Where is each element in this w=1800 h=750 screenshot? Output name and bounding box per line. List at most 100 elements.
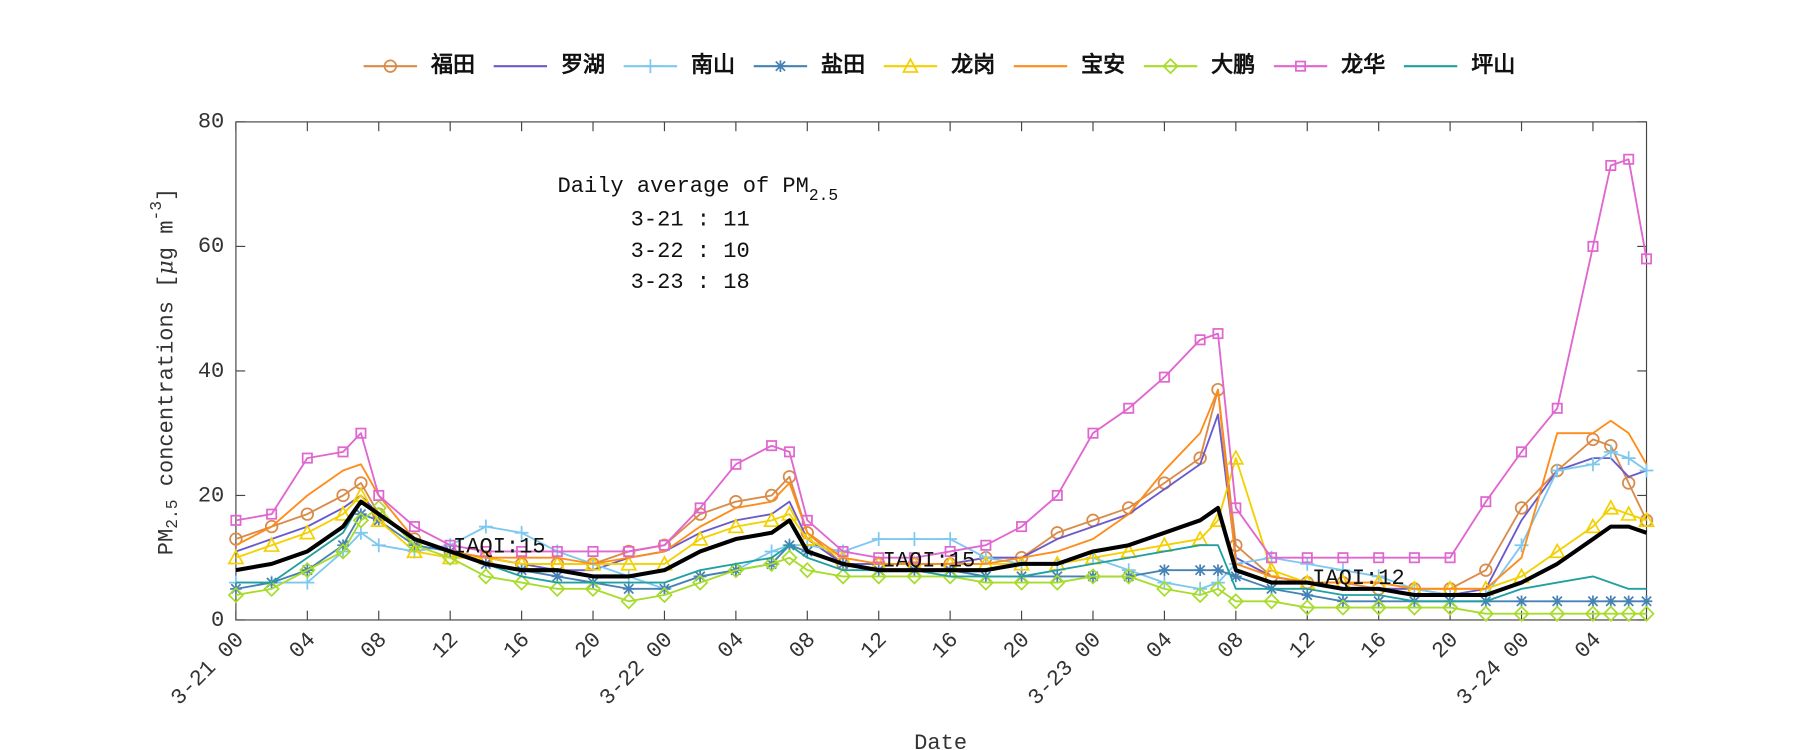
marker bbox=[1515, 595, 1528, 608]
y-tick-label: 20 bbox=[198, 483, 224, 508]
iaqi-label: IAQI:15 bbox=[453, 535, 546, 560]
marker bbox=[643, 59, 658, 74]
marker bbox=[1516, 446, 1528, 458]
x-tick-label: 20 bbox=[1427, 628, 1463, 664]
marker bbox=[1209, 580, 1227, 598]
marker bbox=[1605, 159, 1617, 171]
marker bbox=[1639, 463, 1654, 478]
marker bbox=[334, 505, 352, 521]
series-line bbox=[235, 499, 1648, 598]
marker bbox=[1194, 334, 1206, 346]
x-tick-label: 08 bbox=[356, 628, 392, 664]
marker bbox=[1301, 589, 1314, 601]
marker bbox=[774, 60, 787, 72]
series bbox=[228, 444, 1654, 603]
legend-label: 坪山 bbox=[1471, 53, 1515, 78]
marker bbox=[980, 539, 992, 551]
marker bbox=[763, 555, 780, 573]
marker bbox=[1602, 605, 1620, 622]
marker bbox=[1603, 444, 1618, 459]
marker bbox=[1622, 595, 1635, 608]
marker bbox=[1479, 563, 1493, 577]
daily-average: 3-22 : 10 bbox=[631, 239, 750, 264]
iaqi-label: IAQI:15 bbox=[883, 549, 976, 574]
marker bbox=[1585, 457, 1600, 472]
marker bbox=[801, 514, 813, 526]
marker bbox=[352, 512, 370, 529]
x-tick-label: 12 bbox=[856, 628, 892, 664]
marker bbox=[873, 552, 885, 564]
marker bbox=[906, 568, 923, 585]
x-tick-label: 20 bbox=[999, 628, 1035, 664]
marker bbox=[513, 574, 530, 591]
marker bbox=[227, 548, 245, 565]
marker bbox=[727, 517, 745, 534]
y-label-part: concentrations [ bbox=[154, 275, 179, 500]
marker bbox=[371, 538, 386, 553]
marker bbox=[300, 507, 315, 521]
legend-label: 宝安 bbox=[1081, 52, 1125, 78]
marker bbox=[1548, 542, 1566, 559]
marker bbox=[263, 580, 280, 598]
legend-label: 龙华 bbox=[1341, 52, 1385, 78]
marker bbox=[944, 545, 956, 557]
marker bbox=[799, 561, 816, 579]
marker bbox=[230, 514, 242, 526]
legend-label: 福田 bbox=[430, 53, 475, 78]
marker bbox=[549, 580, 566, 598]
marker bbox=[1620, 505, 1638, 521]
x-tick-label: 12 bbox=[428, 628, 464, 664]
marker bbox=[837, 545, 849, 557]
marker bbox=[1158, 371, 1170, 383]
marker bbox=[383, 59, 398, 73]
marker bbox=[622, 583, 635, 595]
marker bbox=[943, 532, 958, 546]
marker bbox=[1621, 451, 1636, 466]
marker bbox=[516, 545, 528, 557]
marker bbox=[1373, 552, 1385, 564]
marker bbox=[977, 574, 995, 591]
marker bbox=[1334, 599, 1352, 616]
marker bbox=[1641, 253, 1653, 265]
y-label-part: PM bbox=[154, 529, 179, 555]
y-tick-label: 60 bbox=[198, 234, 224, 259]
marker bbox=[373, 489, 385, 501]
marker bbox=[691, 530, 709, 546]
y-label-part: g m bbox=[154, 221, 179, 261]
marker bbox=[1551, 402, 1563, 414]
marker bbox=[1480, 496, 1492, 508]
marker bbox=[941, 568, 959, 585]
marker bbox=[551, 570, 564, 583]
marker bbox=[908, 552, 920, 564]
marker bbox=[587, 545, 599, 557]
marker bbox=[1263, 593, 1280, 610]
marker bbox=[1158, 564, 1171, 576]
marker bbox=[1301, 552, 1313, 564]
daily-value: 10 bbox=[723, 239, 749, 264]
marker bbox=[441, 549, 459, 566]
series-line bbox=[235, 158, 1648, 559]
legend-label: 南山 bbox=[691, 53, 735, 78]
marker bbox=[1441, 599, 1459, 616]
marker bbox=[1623, 153, 1635, 165]
x-tick-label: 3-22 00 bbox=[595, 628, 678, 711]
y-tick-label: 0 bbox=[211, 608, 224, 633]
iaqi-label: IAQI:12 bbox=[1312, 566, 1405, 591]
marker bbox=[334, 543, 352, 560]
marker bbox=[1638, 511, 1655, 528]
marker bbox=[477, 568, 495, 585]
marker bbox=[298, 524, 316, 540]
marker bbox=[478, 519, 493, 534]
marker bbox=[514, 525, 529, 540]
daily-date: 3-22 bbox=[631, 239, 684, 264]
marker bbox=[1477, 605, 1495, 622]
marker bbox=[408, 521, 420, 533]
marker bbox=[1587, 240, 1599, 252]
marker bbox=[1227, 593, 1245, 610]
marker bbox=[1120, 568, 1137, 585]
marker bbox=[656, 586, 673, 604]
x-axis-label: Date bbox=[914, 731, 967, 750]
marker bbox=[623, 545, 635, 557]
marker bbox=[694, 502, 706, 514]
marker bbox=[1212, 328, 1224, 340]
